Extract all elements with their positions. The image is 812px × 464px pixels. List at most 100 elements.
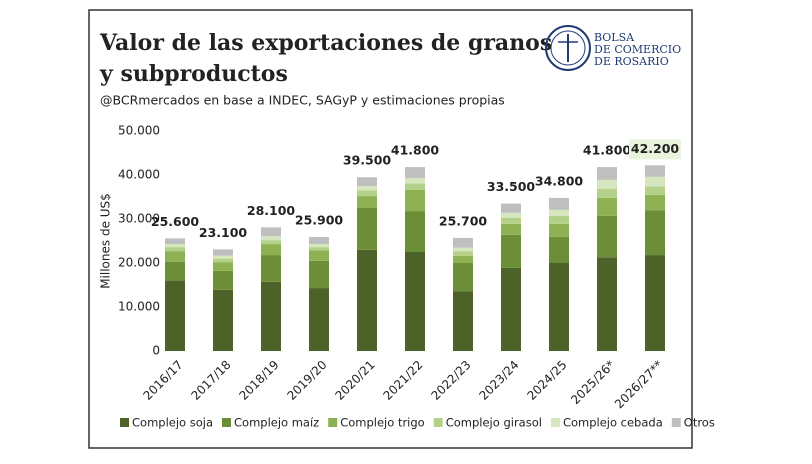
bar-segment <box>309 237 329 245</box>
bar-segment <box>261 240 281 245</box>
y-tick-label: 0 <box>152 344 160 358</box>
total-label: 34.800 <box>535 173 584 188</box>
bar-segment <box>549 237 569 263</box>
bar-segment <box>357 196 377 208</box>
legend-label: Otros <box>684 416 715 430</box>
highlight-box <box>629 139 681 160</box>
bar-segment <box>453 291 473 351</box>
chart-title: Valor de las exportaciones de granos y su… <box>99 30 552 87</box>
bar-segment <box>597 197 617 216</box>
frame <box>88 9 693 449</box>
bar-segment <box>645 186 665 195</box>
bar-segment <box>453 255 473 263</box>
bar-segment <box>645 210 665 256</box>
bar-segment <box>645 176 665 187</box>
bar-segment <box>213 258 233 263</box>
bar-segment <box>597 167 617 180</box>
bar-segment <box>309 247 329 251</box>
bar-segment <box>405 252 425 351</box>
bar-segment <box>357 177 377 186</box>
bar-segment <box>645 194 665 211</box>
y-tick-label: 20.000 <box>118 256 160 270</box>
total-label: 28.100 <box>247 203 296 218</box>
y-tick-label: 50.000 <box>118 124 160 138</box>
bar-segment <box>645 255 665 351</box>
bar-segment <box>213 289 233 351</box>
bar-segment <box>645 165 665 177</box>
bar-segment <box>501 203 521 213</box>
total-label: 33.500 <box>487 179 536 194</box>
title-line: y subproductos <box>99 61 288 87</box>
bar-segment <box>261 255 281 282</box>
bar-segment <box>405 211 425 252</box>
bar-segment <box>549 215 569 224</box>
bar-segment <box>501 234 521 268</box>
legend-swatch <box>433 418 443 427</box>
title-line: Valor de las exportaciones de granos <box>99 30 552 56</box>
bar-segment <box>165 244 185 248</box>
bar-segment <box>501 217 521 224</box>
bar-segment <box>213 262 233 271</box>
bar-segment <box>501 223 521 235</box>
y-tick-label: 10.000 <box>118 300 160 314</box>
legend-label: Complejo girasol <box>446 416 542 430</box>
bar-segment <box>501 267 521 351</box>
total-label: 39.500 <box>343 153 392 168</box>
bar-segment <box>597 179 617 189</box>
chart-subtitle: @BCRmercados en base a INDEC, SAGyP y es… <box>100 93 505 108</box>
total-label: 41.800 <box>583 143 632 158</box>
y-axis-title: Millones de US$ <box>99 193 113 289</box>
bar-segment <box>357 190 377 197</box>
total-label: 42.200 <box>631 141 680 156</box>
bar-segment <box>165 280 185 351</box>
legend-swatch <box>222 418 231 427</box>
bar-segment <box>549 197 569 210</box>
legend-label: Complejo cebada <box>563 416 663 430</box>
bar-segment <box>165 261 185 281</box>
legend-swatch <box>550 418 560 427</box>
y-tick-label: 30.000 <box>118 212 160 226</box>
bar-segment <box>597 215 617 258</box>
bar-segment <box>453 237 473 248</box>
bar-segment <box>309 250 329 261</box>
legend-swatch <box>671 418 681 427</box>
total-label: 41.800 <box>391 143 440 158</box>
bar-segment <box>597 257 617 351</box>
bar-segment <box>405 178 425 184</box>
total-label: 25.900 <box>295 213 344 228</box>
bar-segment <box>405 167 425 179</box>
bar-segment <box>453 247 473 252</box>
bar-segment <box>213 270 233 290</box>
legend-label: Complejo soja <box>132 416 213 430</box>
bar-segment <box>597 188 617 198</box>
bar-segment <box>213 249 233 256</box>
bar-segment <box>357 186 377 191</box>
logo-text: DE ROSARIO <box>594 55 669 68</box>
y-tick-label: 40.000 <box>118 168 160 182</box>
bar-segment <box>405 183 425 190</box>
bar-segment <box>549 209 569 216</box>
logo-text: BOLSA <box>594 31 635 44</box>
bar-segment <box>405 189 425 212</box>
bar-segment <box>261 236 281 241</box>
legend-label: Complejo maíz <box>234 416 319 430</box>
total-label: 25.600 <box>151 214 200 229</box>
bar-segment <box>213 255 233 259</box>
total-label: 25.700 <box>439 213 488 228</box>
bar-segment <box>261 281 281 351</box>
bar-segment <box>501 212 521 218</box>
logo-text: DE COMERCIO <box>594 43 681 56</box>
legend-swatch <box>120 418 129 427</box>
logo: BOLSA DE COMERCIO DE ROSARIO <box>545 25 681 71</box>
bar-segment <box>357 208 377 250</box>
bar-segment <box>549 223 569 238</box>
bar-segment <box>165 251 185 262</box>
legend-swatch <box>328 418 338 427</box>
bar-segment <box>357 249 377 351</box>
legend-label: Complejo trigo <box>340 416 425 430</box>
bar-segment <box>261 244 281 256</box>
bar-segment <box>453 263 473 292</box>
bar-segment <box>453 251 473 256</box>
